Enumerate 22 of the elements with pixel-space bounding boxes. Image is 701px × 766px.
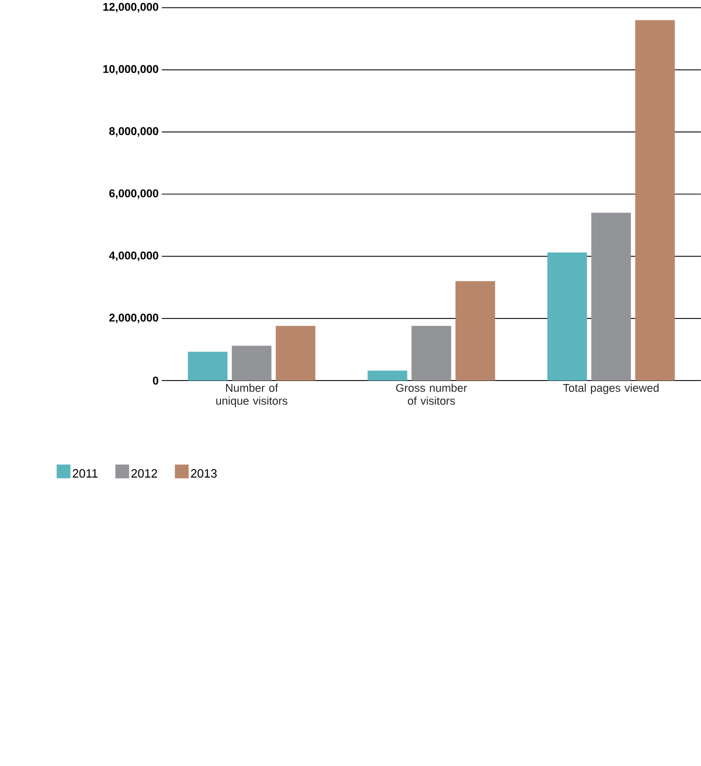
x-tick-label: Number of unique visitors [216,384,288,408]
y-tick-label: 4,000,000 [108,252,158,262]
bar [411,326,451,381]
legend-label: 2011 [72,469,98,478]
y-tick-label: 0 [152,376,158,385]
bar [635,20,675,381]
y-tick-label: 6,000,000 [109,189,158,199]
bar [367,370,408,381]
bar [547,252,587,381]
bar [591,212,631,381]
y-tick-label: 10,000,000 [103,65,158,75]
bar [188,352,228,381]
x-tick-label: Total pages viewed [562,384,658,394]
y-tick-label: 12,000,000 [103,2,158,12]
legend-label: 2012 [131,469,157,478]
bar [276,326,316,381]
bar [455,281,495,381]
y-tick-label: 2,000,000 [109,314,158,324]
y-tick-label: 8,000,000 [109,127,158,137]
legend-label: 2013 [190,469,216,478]
x-tick-label: Gross number of visitors [396,384,467,405]
bar [232,346,272,381]
